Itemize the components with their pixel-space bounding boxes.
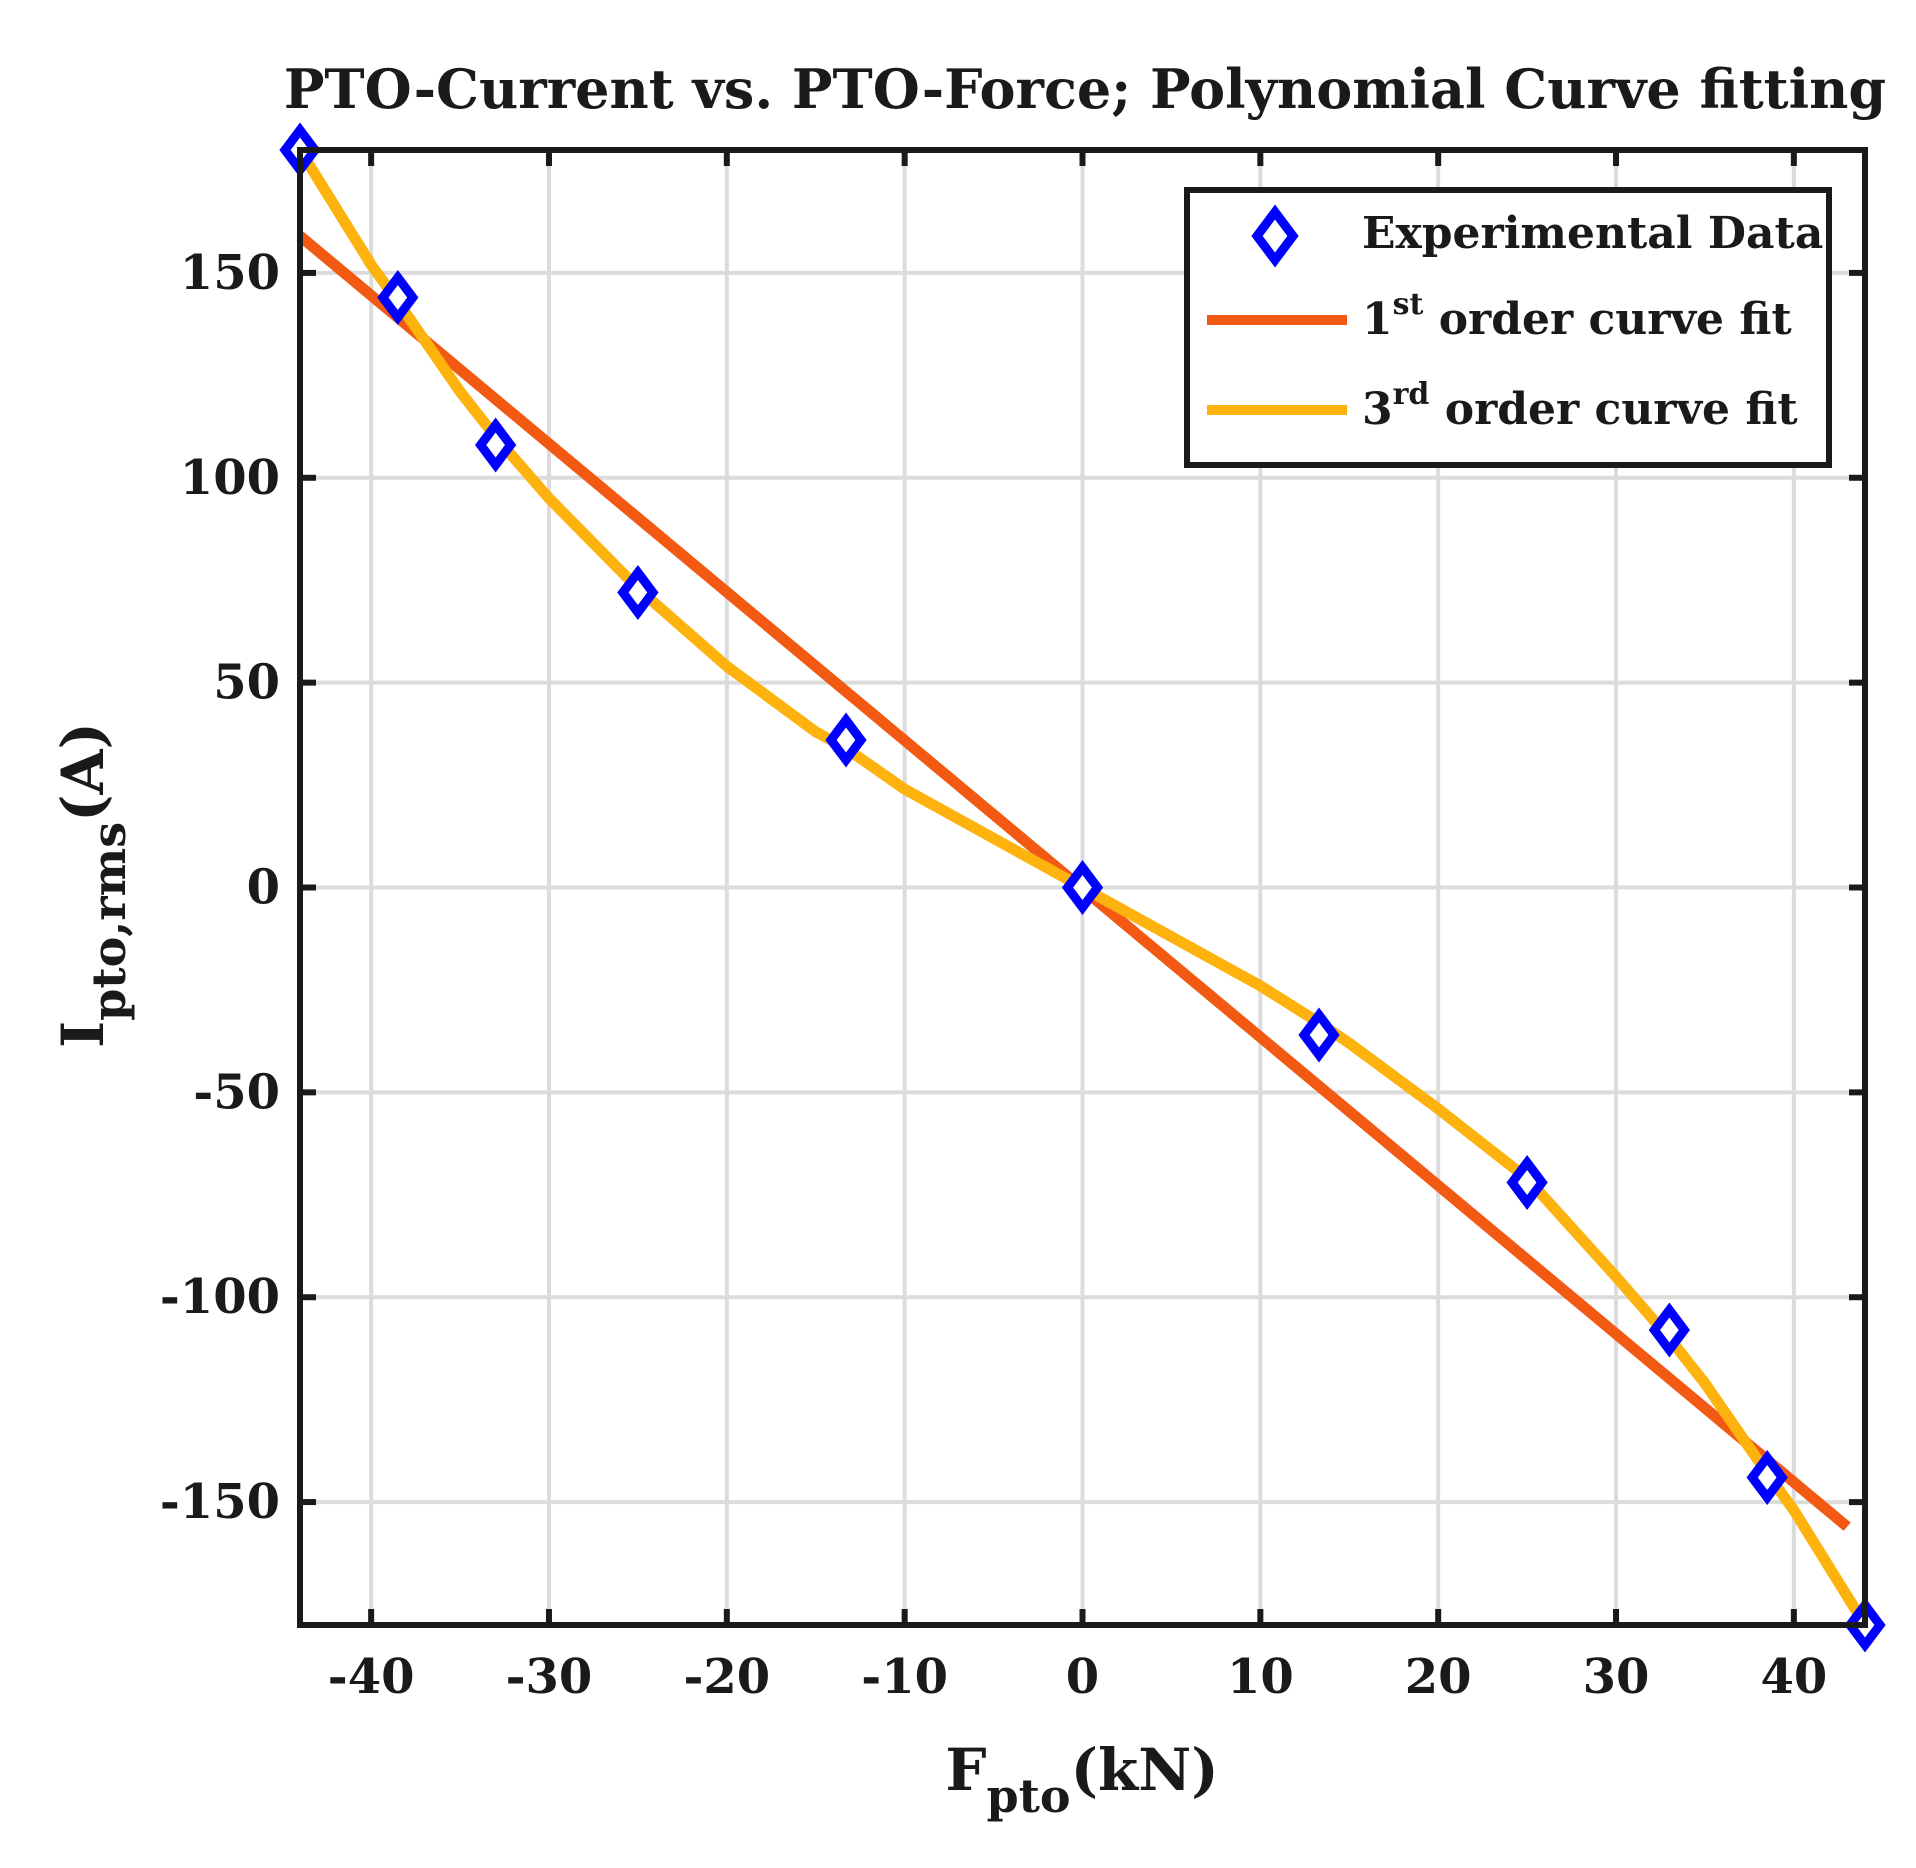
y-axis-label-main: I [49, 1021, 117, 1048]
axes: -40 -30 -20 -10 0 10 20 30 40-150-100-5005010015… [160, 150, 1865, 1705]
legend: Experimental Data 1st order curve fit 3r… [1184, 187, 1832, 468]
x-axis-label-main: F [945, 1736, 986, 1804]
data-point-diamond [825, 712, 867, 768]
y-axis-label: Ipto,rms(A) [49, 722, 136, 1048]
x-tick-label: 30 [1583, 1649, 1650, 1705]
x-tick-label: -40 [328, 1649, 415, 1705]
legend-first-order-number: 1 [1362, 294, 1393, 345]
x-tick-label: 40 [1760, 1649, 1827, 1705]
y-tick-label: 50 [213, 655, 280, 711]
x-axis-label-sub: pto [987, 1769, 1071, 1823]
data-point-diamond [377, 270, 419, 325]
legend-label-experimental-data: Experimental Data [1362, 208, 1823, 259]
data-point-diamond [1746, 1450, 1788, 1505]
legend-label-first-order: 1st order curve fit [1362, 287, 1792, 345]
legend-item-third-order: 3rd order curve fit [1207, 377, 1798, 435]
legend-third-order-superscript: rd [1393, 377, 1430, 412]
y-tick-label: 150 [180, 245, 280, 301]
legend-first-order-text: order curve fit [1423, 294, 1792, 345]
legend-diamond-marker-icon [1251, 204, 1299, 268]
data-point-diamond [617, 565, 659, 620]
data-point-diamond [475, 417, 517, 473]
legend-third-order-text: order curve fit [1429, 384, 1798, 435]
x-axis-label-unit: (kN) [1071, 1736, 1219, 1804]
legend-first-order-superscript: st [1393, 287, 1424, 322]
x-tick-label: 20 [1405, 1649, 1472, 1705]
legend-item-first-order: 1st order curve fit [1207, 287, 1792, 345]
y-tick-label: -50 [193, 1064, 280, 1120]
legend-third-order-number: 3 [1362, 384, 1393, 435]
x-axis-label: Fpto(kN) [945, 1736, 1218, 1823]
data-point-diamond [1061, 860, 1104, 915]
data-point-diamond [1506, 1155, 1548, 1210]
plot-series [279, 122, 1886, 1653]
y-axis-label-unit: (A) [49, 722, 117, 822]
y-tick-label: 0 [247, 860, 280, 916]
y-tick-label: -150 [160, 1474, 280, 1530]
x-tick-label: 10 [1227, 1649, 1294, 1705]
x-tick-label: 0 [1066, 1649, 1099, 1705]
chart-title: PTO-Current vs. PTO-Force; Polynomial Cu… [284, 57, 1886, 121]
data-point-diamond [1648, 1302, 1691, 1358]
legend-label-third-order: 3rd order curve fit [1362, 377, 1798, 435]
plot-frame [297, 147, 1868, 1628]
y-tick-label: -100 [160, 1269, 280, 1325]
x-tick-label: -20 [683, 1649, 770, 1705]
x-tick-label: -10 [861, 1649, 948, 1705]
y-axis-label-sub: pto,rms [82, 822, 136, 1021]
x-tick-label: -30 [506, 1649, 593, 1705]
y-tick-label: 100 [180, 450, 280, 506]
legend-item-experimental-data: Experimental Data [1251, 204, 1823, 268]
data-point-diamond [1298, 1007, 1340, 1063]
